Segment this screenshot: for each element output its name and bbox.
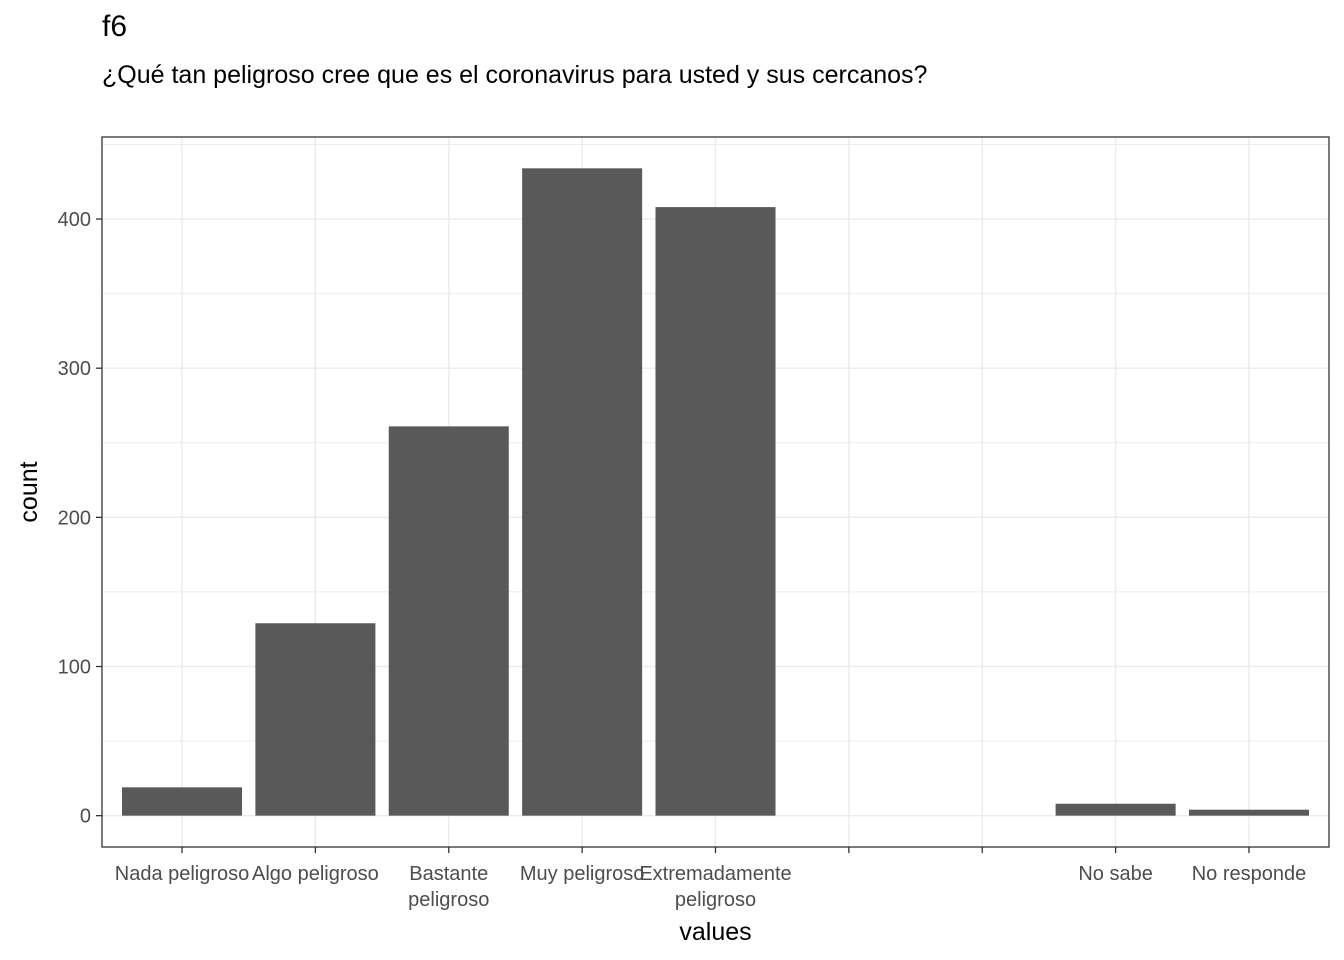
- y-tick-label: 0: [80, 806, 91, 828]
- x-tick-label: No responde: [1192, 863, 1307, 885]
- bar: [655, 207, 776, 816]
- x-tick-label: Muy peligroso: [520, 863, 645, 885]
- x-tick-label: No sabe: [1078, 863, 1153, 885]
- x-tick-label: Nada peligroso: [115, 863, 250, 885]
- chart-subtitle: ¿Qué tan peligroso cree que es el corona…: [102, 61, 928, 89]
- bar: [1188, 809, 1309, 816]
- y-axis-ticks: 0 100 200 300 400: [58, 209, 102, 828]
- x-axis-title: values: [679, 918, 751, 946]
- x-tick-label: Bastante peligroso: [408, 863, 489, 911]
- y-tick-label: 100: [58, 657, 91, 679]
- x-axis-ticks: Nada peligroso Algo peligroso Bastante peli…: [115, 847, 1306, 911]
- bar: [388, 426, 509, 816]
- y-tick-label: 200: [58, 507, 91, 529]
- y-tick-label: 300: [58, 358, 91, 380]
- x-tick-label: Algo peligroso: [252, 863, 379, 885]
- y-axis-title: count: [15, 461, 43, 522]
- chart-title: f6: [102, 10, 128, 43]
- bar: [1055, 803, 1176, 816]
- bar: [522, 168, 643, 816]
- bar: [255, 623, 376, 816]
- bars: [122, 168, 1309, 816]
- bar: [122, 787, 243, 816]
- x-tick-label: Extremadamente peligroso: [639, 863, 791, 911]
- y-tick-label: 400: [58, 209, 91, 231]
